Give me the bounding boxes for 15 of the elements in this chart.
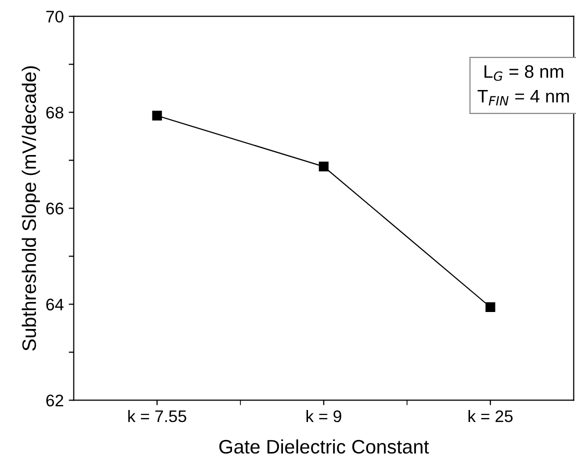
y-tick-label: 70 <box>46 10 64 23</box>
x-axis-title: Gate Dielectric Constant <box>219 439 429 454</box>
y-tick-label: 66 <box>46 202 64 214</box>
point <box>486 302 496 312</box>
x-tick-label: k = 9 <box>306 410 342 422</box>
x-tick-label: k = 25 <box>468 410 513 422</box>
x-tick-label: k = 7.55 <box>128 410 186 422</box>
y-tick-label: 62 <box>46 394 64 406</box>
point <box>152 110 162 121</box>
y-axis-title: Subthreshold Slope (mV/decade) <box>22 66 40 351</box>
y-tick-label: 68 <box>46 106 64 119</box>
annotation: L$_{G}$ = 8 nm <box>484 65 564 81</box>
annotation: T$_{FIN}$ = 4 nm <box>478 90 569 106</box>
point <box>318 162 329 172</box>
y-tick-label: 64 <box>46 298 64 310</box>
